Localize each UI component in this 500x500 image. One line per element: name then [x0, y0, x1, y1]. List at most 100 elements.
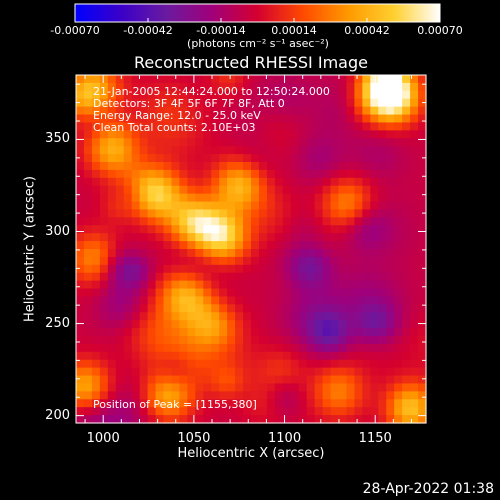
heatmap-cell [306, 375, 316, 385]
heatmap-cell [171, 367, 180, 377]
heatmap-cell [107, 177, 117, 187]
heatmap-cell [251, 351, 260, 361]
heatmap-cell [298, 225, 308, 234]
heatmap-cell [107, 162, 117, 171]
heatmap-cell [338, 375, 348, 385]
heatmap-cell [227, 225, 236, 234]
heatmap-cell [338, 82, 348, 92]
heatmap-cell [107, 114, 117, 124]
heatmap-cell [195, 82, 204, 92]
heatmap-cell [338, 114, 348, 124]
heatmap-cell [274, 391, 284, 400]
heatmap-cell [123, 336, 133, 345]
heatmap-cell [155, 296, 165, 305]
heatmap-cell [322, 241, 332, 250]
heatmap-cell [155, 249, 165, 258]
heatmap-cell [378, 359, 387, 369]
heatmap-cell [322, 146, 332, 155]
heatmap-cell [418, 383, 427, 392]
heatmap-cell [338, 122, 348, 131]
heatmap-cell [410, 249, 419, 258]
heatmap-cell [211, 272, 220, 282]
heatmap-cell [76, 217, 85, 226]
heatmap-cell [243, 280, 252, 290]
heatmap-cell [211, 114, 220, 124]
heatmap-cell [306, 90, 316, 100]
heatmap-cell [131, 82, 141, 92]
heatmap-cell [83, 122, 93, 131]
heatmap-cell [346, 296, 355, 305]
heatmap-cell [394, 288, 403, 298]
heatmap-cell [155, 407, 165, 416]
heatmap-cell [107, 288, 117, 298]
heatmap-cell [410, 106, 419, 116]
heatmap-cell [418, 177, 427, 187]
heatmap-cell [171, 383, 180, 392]
heatmap-cell [155, 217, 165, 226]
heatmap-cell [219, 264, 228, 274]
heatmap-cell [370, 98, 379, 108]
heatmap-cell [394, 383, 403, 392]
heatmap-cell [282, 209, 292, 218]
heatmap-cell [354, 241, 363, 250]
heatmap-cell [131, 241, 141, 250]
heatmap-cell [235, 280, 244, 290]
heatmap-cell [163, 98, 173, 108]
heatmap-cell [155, 351, 165, 361]
heatmap-cell [99, 162, 109, 171]
heatmap-cell [203, 162, 212, 171]
annotation-block: 21-Jan-2005 12:44:24.000 to 12:50:24.000… [93, 86, 330, 134]
heatmap-cell [394, 185, 403, 195]
heatmap-cell [418, 359, 427, 369]
heatmap-cell [314, 328, 324, 337]
heatmap-cell [370, 201, 379, 211]
heatmap-cell [378, 146, 387, 155]
heatmap-cell [203, 154, 212, 163]
heatmap-cell [306, 185, 316, 195]
heatmap-cell [402, 162, 411, 171]
heatmap-cell [76, 130, 85, 139]
heatmap-cell [338, 351, 348, 361]
heatmap-cell [370, 82, 379, 92]
heatmap-cell [99, 415, 109, 424]
heatmap-cell [386, 169, 395, 179]
heatmap-cell [187, 343, 196, 353]
heatmap-cell [274, 82, 284, 92]
heatmap-cell [99, 351, 109, 361]
heatmap-cell [354, 122, 363, 131]
heatmap-cell [163, 351, 173, 361]
heatmap-cell [258, 138, 268, 147]
heatmap-cell [378, 201, 387, 211]
heatmap-cell [243, 130, 252, 139]
heatmap-cell [274, 217, 284, 226]
heatmap-cell [203, 249, 212, 258]
heatmap-cell [163, 304, 173, 313]
heatmap-cell [139, 225, 149, 234]
heatmap-cell [99, 98, 109, 108]
heatmap-cell [203, 256, 212, 266]
heatmap-cell [394, 296, 403, 305]
heatmap-cell [139, 288, 149, 298]
heatmap-cell [314, 193, 324, 203]
heatmap-cell [378, 75, 387, 84]
heatmap-cell [219, 256, 228, 266]
heatmap-cell [147, 249, 157, 258]
heatmap-cell [251, 154, 260, 163]
heatmap-cell [290, 312, 300, 321]
x-axis-label: Heliocentric X (arcsec) [177, 446, 325, 461]
heatmap-cell [243, 249, 252, 258]
heatmap-cell [115, 138, 125, 147]
heatmap-cell [147, 280, 157, 290]
heatmap-cell [410, 169, 419, 179]
heatmap-cell [131, 130, 141, 139]
heatmap-cell [378, 130, 387, 139]
heatmap-cell [282, 359, 292, 369]
heatmap-cell [131, 367, 141, 377]
heatmap-cell [83, 249, 93, 258]
heatmap-cell [123, 264, 133, 274]
heatmap-cell [211, 367, 220, 377]
heatmap-cell [418, 280, 427, 290]
heatmap-cell [99, 177, 109, 187]
heatmap-cell [378, 375, 387, 385]
heatmap-cell [115, 185, 125, 195]
